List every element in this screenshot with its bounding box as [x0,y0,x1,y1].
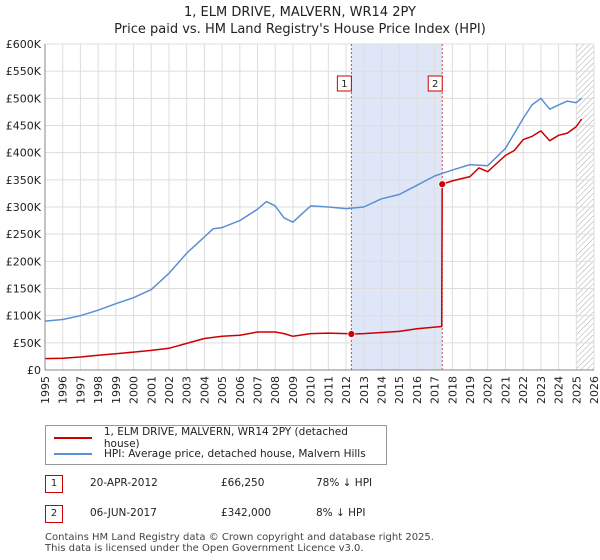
x-tick-label: 2003 [181,376,194,404]
series-line-property [44,118,583,360]
legend-item-hpi: HPI: Average price, detached house, Malv… [54,446,366,461]
sale-marker-label: 1 [341,79,347,90]
sale-badge-2: 2 [45,505,63,523]
sale-marker-box [427,75,443,92]
legend: 1, ELM DRIVE, MALVERN, WR14 2PY (detache… [45,425,387,465]
x-tick-label: 2025 [570,376,583,404]
x-tick-label: 2005 [216,376,229,404]
x-tick-label: 2018 [446,376,459,404]
x-tick-label: 2022 [517,376,530,404]
sale-row-2: 2 06-JUN-2017 £342,000 8% ↓ HPI [45,505,585,525]
sale-hpi-diff-2: 8% ↓ HPI [316,507,366,519]
legend-swatch-property [54,436,92,439]
y-tick-label: £150K [6,283,42,296]
x-tick-label: 1995 [39,376,52,404]
sale-point [438,180,447,189]
x-tick-label: 2020 [482,376,495,404]
sale-price-1: £66,250 [221,477,265,489]
x-tick-label: 2013 [358,376,371,404]
x-tick-label: 1998 [92,376,105,404]
x-tick-label: 2001 [145,376,158,404]
y-tick-label: £50K [13,337,42,350]
legend-label-property: 1, ELM DRIVE, MALVERN, WR14 2PY (detache… [103,425,348,450]
price-chart: £0 £50K £100K £150K £200K £250K £300K £350K £400… [6,38,600,404]
legend-item-property: 1, ELM DRIVE, MALVERN, WR14 2PY (detache… [54,426,386,450]
x-tick-label: 2002 [163,376,176,404]
chart-title-line2: Price paid vs. HM Land Registry's House … [114,22,486,37]
y-tick-label: £350K [6,174,42,187]
x-tick-label: 2024 [553,376,566,404]
x-tick-label: 2023 [535,376,548,404]
sale-date-1: 20-APR-2012 [90,477,158,489]
y-tick-label: £600K [6,38,42,51]
x-tick-label: 2004 [198,376,211,404]
x-tick-label: 2015 [393,376,406,404]
x-tick-label: 2017 [429,376,442,404]
x-tick-label: 2010 [305,376,318,404]
y-tick-label: £550K [6,65,42,78]
x-tick-label: 2006 [234,376,247,404]
y-tick-label: £300K [6,201,42,214]
legend-label-hpi: HPI: Average price, detached house, Malv… [104,447,366,460]
x-tick-label: 2007 [252,376,265,404]
chart-title-line1: 1, ELM DRIVE, MALVERN, WR14 2PY [184,5,416,20]
sale-hpi-diff-1: 78% ↓ HPI [316,477,373,489]
x-tick-label: 2000 [128,376,141,404]
x-tick-label: 2012 [340,376,353,404]
sale-row-1: 1 20-APR-2012 £66,250 78% ↓ HPI [45,475,585,495]
footer: Contains HM Land Registry data © Crown c… [45,532,434,554]
x-tick-label: 2014 [375,376,388,404]
sale-marker-label: 2 [432,79,438,90]
sale-price-2: £342,000 [221,507,272,519]
x-tick-label: 2026 [588,376,600,404]
x-tick-label: 1996 [57,376,70,404]
x-tick-label: 1997 [74,376,87,404]
x-tick-label: 2008 [269,376,282,404]
x-tick-label: 2011 [322,376,335,404]
sale-badge-1: 1 [45,475,63,493]
footer-licence: This data is licensed under the Open Gov… [45,543,364,554]
y-tick-label: £100K [6,310,42,323]
sale-date-2: 06-JUN-2017 [90,507,157,519]
y-tick-label: £250K [6,228,42,241]
y-tick-label: £450K [6,120,42,133]
series-line-hpi [44,97,583,322]
y-tick-label: £0 [27,364,41,377]
x-tick-label: 2021 [499,376,512,404]
chart-title: 1, ELM DRIVE, MALVERN, WR14 2PY Price pa… [0,4,600,38]
y-tick-label: £500K [6,92,42,105]
x-tick-label: 2019 [464,376,477,404]
x-tick-label: 1999 [110,376,123,404]
y-tick-label: £400K [6,147,42,160]
sale-point [347,330,356,338]
footer-copyright: Contains HM Land Registry data © Crown c… [45,532,434,543]
sale-marker-box [336,75,352,92]
legend-swatch-hpi [54,452,92,455]
x-tick-label: 2009 [287,376,300,404]
x-tick-label: 2016 [411,376,424,404]
y-tick-label: £200K [6,255,42,268]
